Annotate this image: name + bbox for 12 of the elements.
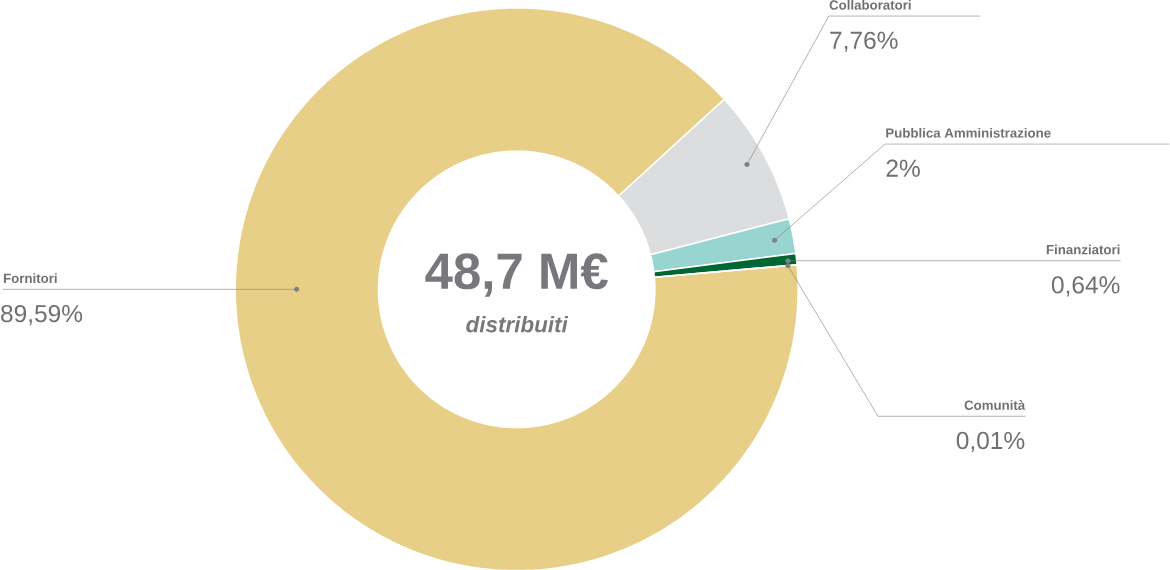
data-label: 2% [886,159,920,177]
slice-label: Finanziatori [1046,244,1120,255]
slice-label: Collaboratori [829,0,911,10]
slice-label: Fornitori [3,273,57,284]
data-label: 7,76% [830,31,898,52]
slice-label: Pubblica Amministrazione [886,128,1051,138]
data-label: 0,01% [956,431,1025,453]
data-label: 89,59% [1,305,83,326]
data-label: 0,64% [1051,276,1120,297]
slice-label: Comunità [964,400,1026,411]
text: 48,7 M€ [425,253,608,297]
text: distribuiti [466,315,569,333]
